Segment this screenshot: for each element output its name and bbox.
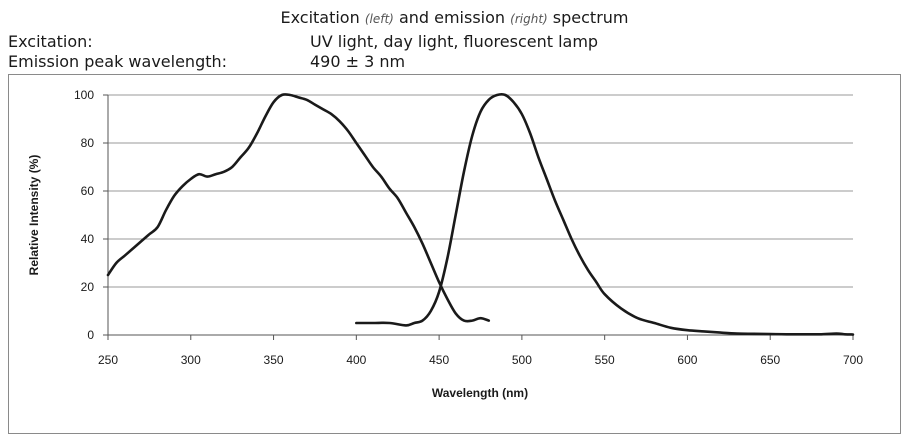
grid-lines xyxy=(108,94,853,288)
y-tick-label-20: 20 xyxy=(81,280,95,294)
y-tick-label-100: 100 xyxy=(74,88,94,102)
x-tick-label-600: 600 xyxy=(677,353,697,367)
excitation-value: UV light, day light, fluorescent lamp xyxy=(310,32,599,51)
x-tick-label-500: 500 xyxy=(512,353,532,367)
tick-labels: 0 20 40 60 80 100 250 300 350 400 450 500 550 600 650 7… xyxy=(74,88,863,367)
y-tick-label-60: 60 xyxy=(81,184,95,198)
title-text-emission: and emission xyxy=(398,8,506,27)
axes xyxy=(103,94,854,340)
y-tick-label-40: 40 xyxy=(81,232,95,246)
x-tick-label-350: 350 xyxy=(264,353,284,367)
excitation-label: Excitation: xyxy=(8,32,93,51)
emission-label: Emission peak wavelength: xyxy=(8,52,228,71)
x-tick-label-550: 550 xyxy=(595,353,615,367)
excitation-curve xyxy=(106,93,491,323)
x-tick-label-450: 450 xyxy=(429,353,449,367)
series-lines xyxy=(106,92,855,336)
emission-row: Emission peak wavelength: 490 ± 3 nm xyxy=(8,52,405,72)
title-text-excitation: Excitation xyxy=(280,8,360,27)
title-text-spectrum: spectrum xyxy=(552,8,629,27)
x-tick-label-250: 250 xyxy=(98,353,118,367)
excitation-row: Excitation: UV light, day light, fluoresc… xyxy=(8,32,598,52)
x-tick-label-300: 300 xyxy=(181,353,201,367)
chart-frame xyxy=(8,74,901,434)
title-note-right: (right) xyxy=(510,12,548,26)
y-tick-label-80: 80 xyxy=(81,136,95,150)
chart-title: Excitation (left) and emission (right) s… xyxy=(0,8,909,27)
emission-value: 490 ± 3 nm xyxy=(310,52,406,71)
x-tick-label-400: 400 xyxy=(346,353,366,367)
x-axis-label: Wavelength (nm) xyxy=(432,386,528,400)
x-tick-label-650: 650 xyxy=(760,353,780,367)
x-tick-label-700: 700 xyxy=(843,353,863,367)
y-tick-label-0: 0 xyxy=(87,328,94,342)
y-axis-label: Relative Intensity (%) xyxy=(27,155,41,276)
emission-curve xyxy=(355,92,855,336)
title-note-left: (left) xyxy=(364,12,394,26)
